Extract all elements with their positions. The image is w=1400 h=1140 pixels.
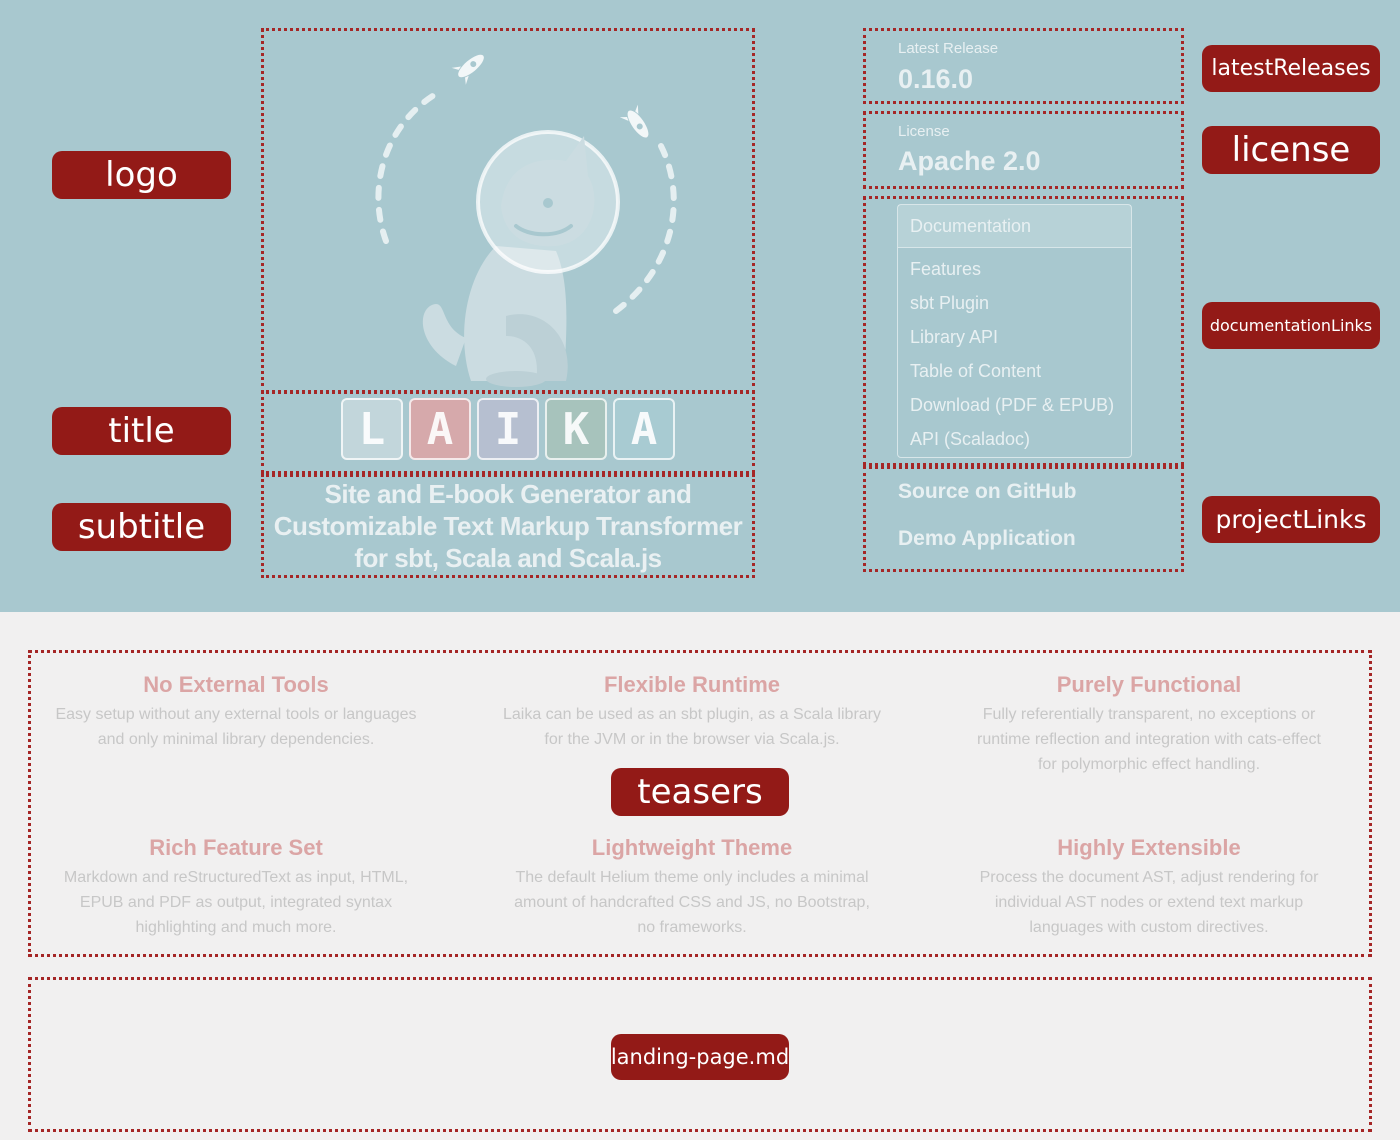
title-region-outline	[261, 390, 755, 474]
teaser-item: Highly Extensible Process the document A…	[939, 831, 1359, 940]
latest-release-region-outline	[863, 28, 1184, 104]
doc-link-sbt-plugin[interactable]: sbt Plugin	[910, 293, 990, 313]
doc-link-features[interactable]: Features	[910, 259, 982, 279]
teaser-text-line: runtime reflection and integration with …	[977, 731, 1321, 748]
teaser-text-line: and only minimal library dependencies.	[97, 731, 375, 748]
rocket-icon	[451, 54, 484, 85]
teaser-text-line: for polymorphic effect handling.	[1037, 756, 1261, 773]
annotation-subtitle: subtitle	[52, 503, 231, 551]
space-dog-logo	[375, 54, 677, 387]
landing-region-outline	[28, 977, 1372, 1132]
license-label: License	[898, 123, 950, 140]
teaser-text-line: EPUB and PDF as output, integrated synta…	[79, 894, 393, 911]
doc-link-table-of-content[interactable]: Table of Content	[910, 361, 1042, 381]
subtitle-region-outline	[261, 474, 755, 578]
license-region-outline	[863, 111, 1184, 189]
subtitle: Site and E-book Generator and Customizab…	[264, 478, 752, 574]
latest-release-value: 0.16.0	[898, 64, 974, 94]
title-letter: A	[409, 398, 471, 460]
annotation-logo: logo	[52, 151, 231, 199]
teaser-title: Lightweight Theme	[591, 835, 793, 860]
space-dog-icon	[422, 130, 620, 387]
documentation-links: Documentation Features sbt Plugin Librar…	[897, 204, 1132, 458]
title-letter: L	[341, 398, 403, 460]
documentation-region-outline	[863, 196, 1184, 466]
teaser-title: Flexible Runtime	[603, 672, 781, 697]
orbit-path-left	[375, 88, 444, 244]
subtitle-line: Customizable Text Markup Transformer	[273, 511, 743, 541]
teasers-region-outline	[28, 650, 1372, 957]
teaser-text-line: individual AST nodes or extend text mark…	[994, 894, 1304, 911]
teaser-text-line: for the JVM or in the browser via Scala.…	[544, 731, 840, 748]
annotation-title: title	[52, 407, 231, 455]
teaser-text-line: Laika can be used as an sbt plugin, as a…	[502, 706, 881, 723]
teaser-text-line: Markdown and reStructuredText as input, …	[63, 869, 409, 886]
teaser-text-line: Process the document AST, adjust renderi…	[979, 869, 1319, 886]
teaser-title: Purely Functional	[1056, 672, 1242, 697]
teaser-item: Flexible Runtime Laika can be used as an…	[482, 668, 902, 752]
teaser-item: Purely Functional Fully referentially tr…	[939, 668, 1359, 777]
teaser-text-line: The default Helium theme only includes a…	[515, 869, 869, 886]
teaser-item: Lightweight Theme The default Helium the…	[482, 831, 902, 940]
project-link-demo[interactable]: Demo Application	[898, 527, 1076, 550]
teaser-title: Rich Feature Set	[149, 835, 323, 860]
subtitle-line: Site and E-book Generator and	[324, 479, 692, 509]
teaser-text-line: Easy setup without any external tools or…	[55, 706, 417, 723]
annotation-latest-releases: latestReleases	[1202, 45, 1380, 92]
doc-link-library-api[interactable]: Library API	[910, 327, 999, 347]
annotation-license: license	[1202, 126, 1380, 174]
documentation-header: Documentation	[898, 205, 1131, 248]
title-letter: I	[477, 398, 539, 460]
annotation-landing-page: landing-page.md	[611, 1034, 789, 1080]
annotation-documentation-links: documentationLinks	[1202, 302, 1380, 349]
teaser-text-line: no frameworks.	[637, 919, 747, 936]
project-links-region-outline	[863, 466, 1184, 572]
latest-release-label: Latest Release	[898, 40, 999, 57]
annotation-project-links: projectLinks	[1202, 496, 1380, 543]
teaser-text-line: Fully referentially transparent, no exce…	[982, 706, 1316, 723]
project-link-github[interactable]: Source on GitHub	[898, 480, 1077, 503]
license-value: Apache 2.0	[898, 146, 1041, 176]
teaser-item: No External Tools Easy setup without any…	[26, 668, 446, 752]
doc-link-download[interactable]: Download (PDF & EPUB)	[910, 395, 1115, 415]
teaser-title: No External Tools	[143, 672, 329, 697]
teaser-text-line: languages with custom directives.	[1029, 919, 1269, 936]
doc-link-scaladoc[interactable]: API (Scaladoc)	[910, 429, 1031, 449]
teaser-text-line: highlighting and much more.	[135, 919, 337, 936]
rocket-icon	[619, 104, 649, 138]
teaser-text-line: amount of handcrafted CSS and JS, no Boo…	[514, 894, 870, 911]
subtitle-line: for sbt, Scala and Scala.js	[354, 543, 662, 573]
orbit-path-right	[613, 143, 677, 314]
logo-region-outline	[261, 28, 755, 394]
teaser-item: Rich Feature Set Markdown and reStructur…	[26, 831, 446, 940]
title-letters: L A I K A	[264, 398, 752, 466]
annotation-teasers: teasers	[611, 768, 789, 816]
title-letter: A	[613, 398, 675, 460]
title-letter: K	[545, 398, 607, 460]
teaser-title: Highly Extensible	[1057, 835, 1241, 860]
